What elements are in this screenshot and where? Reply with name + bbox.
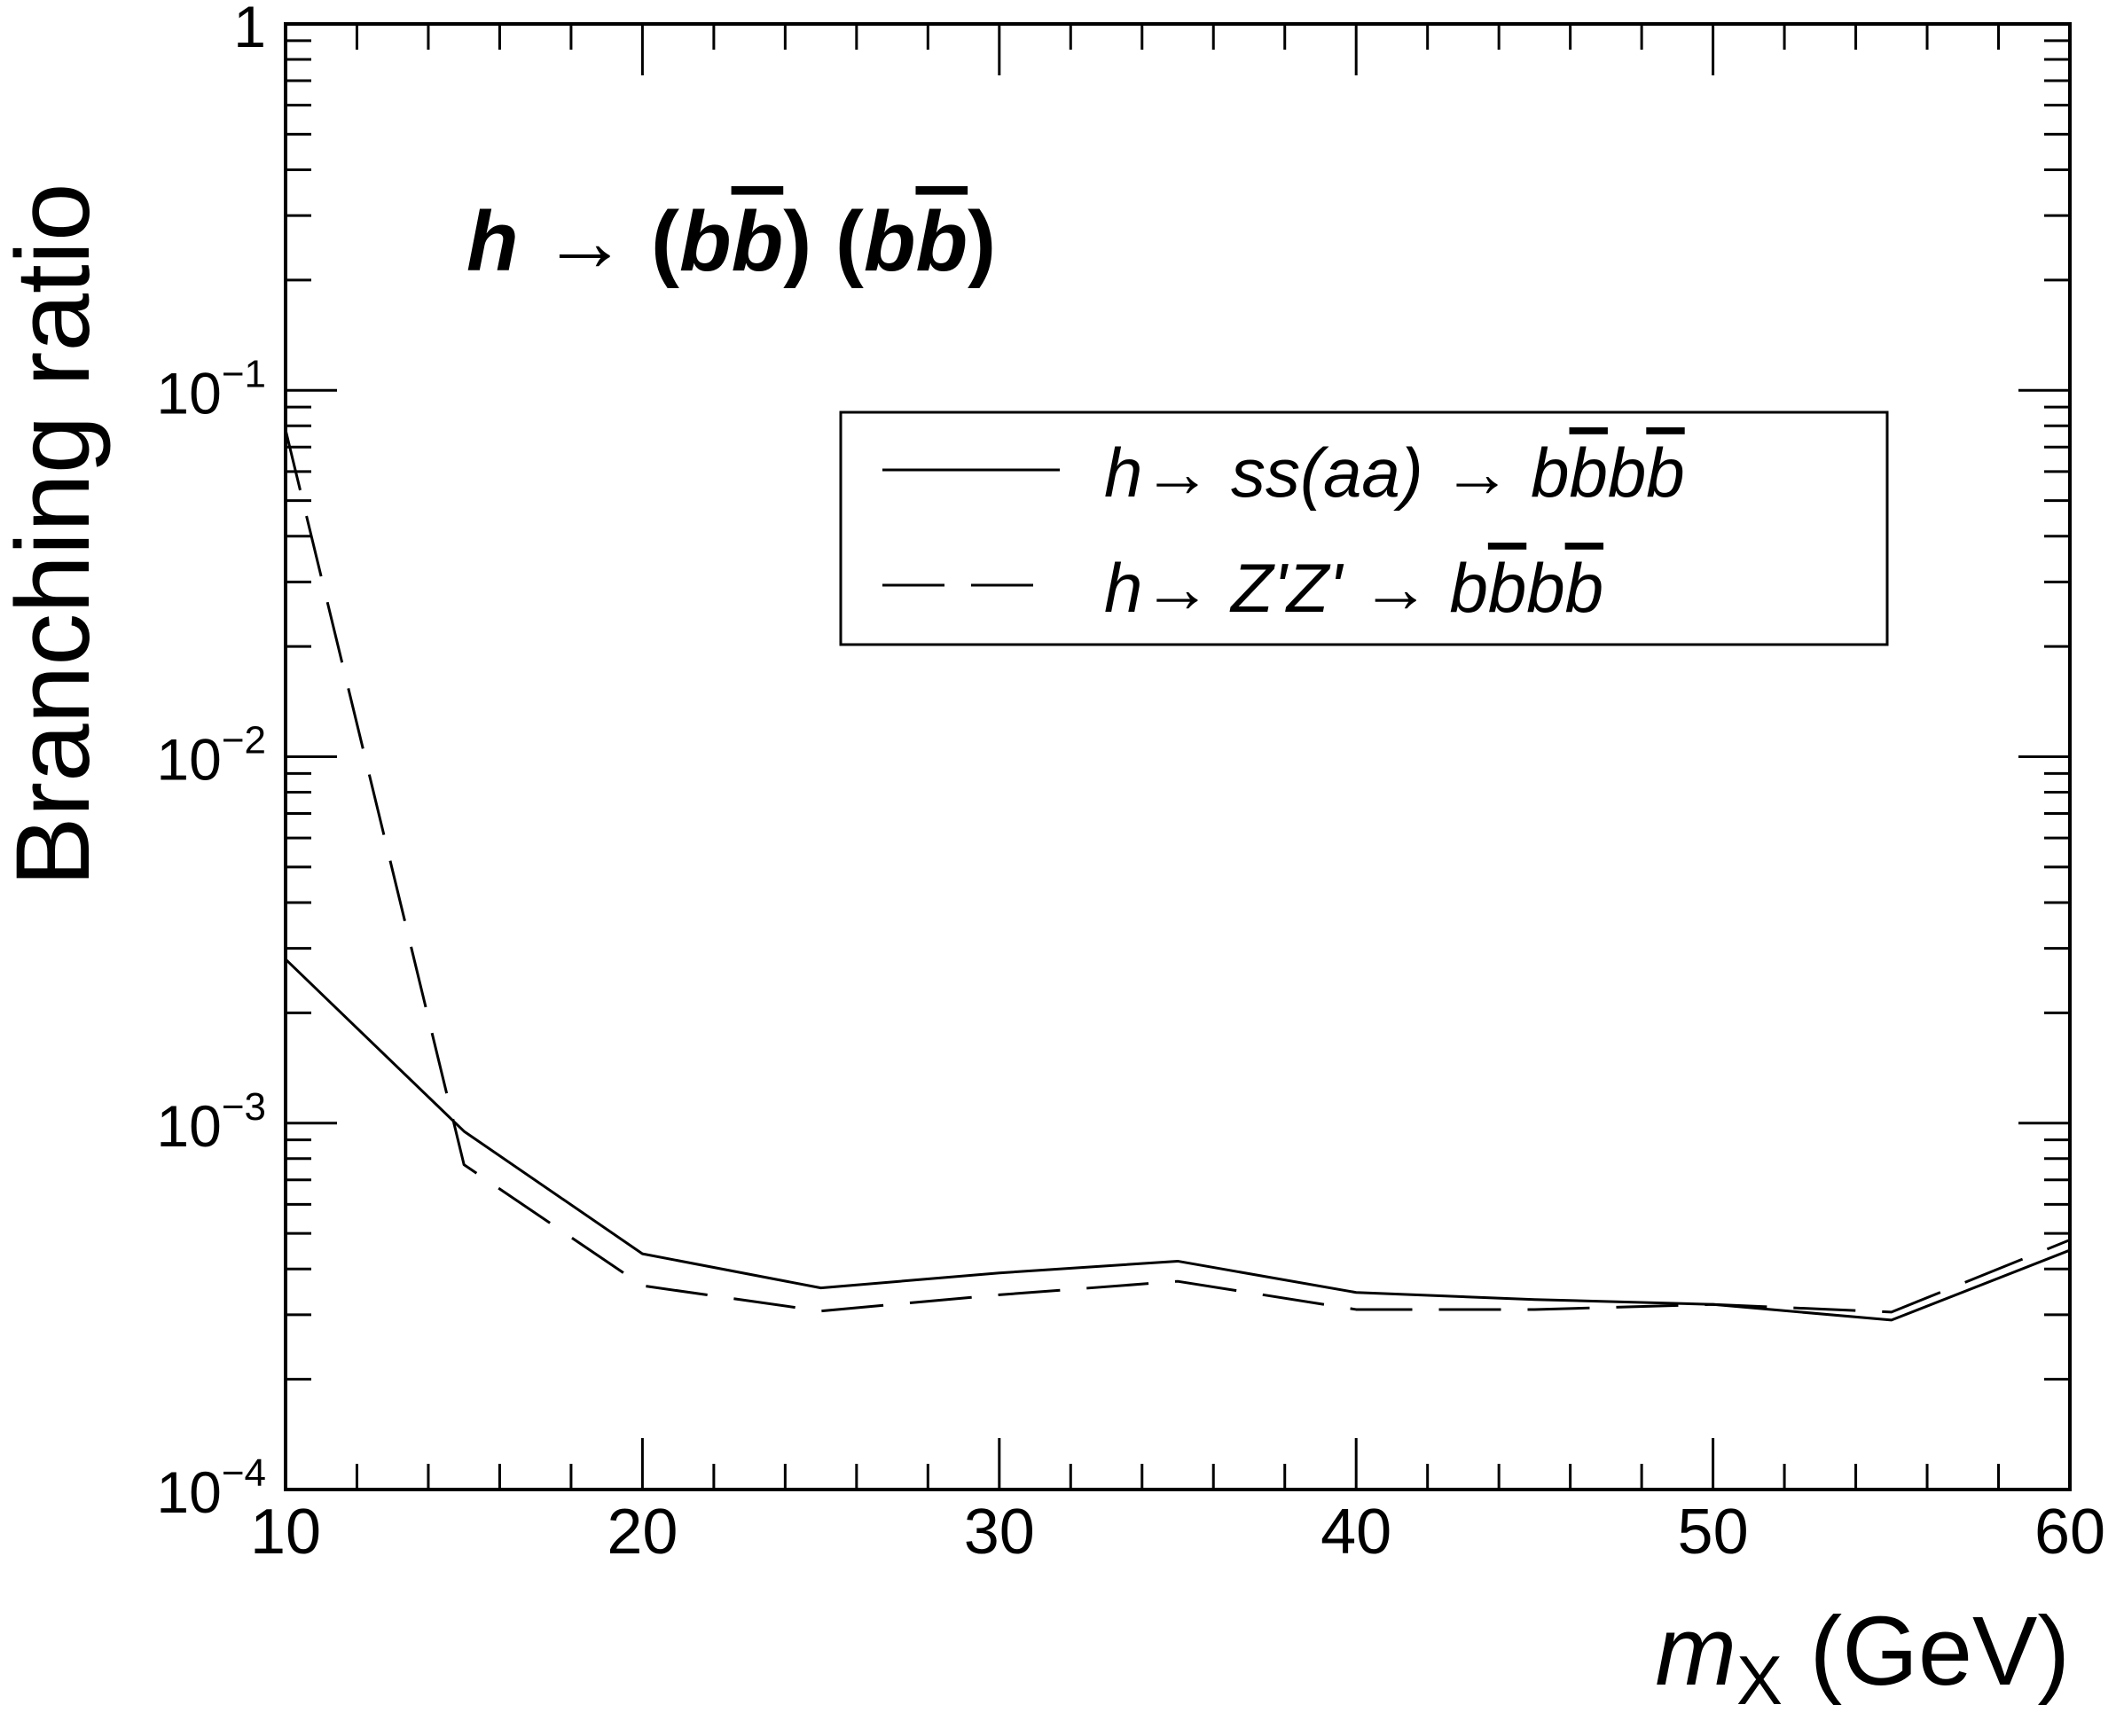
y-tick-label: 10−1: [156, 352, 266, 426]
title-part: b: [732, 194, 784, 289]
title-part: → (: [519, 194, 679, 289]
x-tick-label: 50: [1678, 1497, 1749, 1568]
y-tick-labels: 110−110−210−310−4: [156, 0, 266, 1525]
y-tick-exponent: −3: [222, 1085, 266, 1129]
x-label-sub: X: [1736, 1641, 1783, 1719]
y-tick-base: 10: [156, 1459, 221, 1525]
legend-text: b: [1565, 549, 1603, 627]
y-tick-label: 10−2: [156, 719, 266, 793]
y-tick-base: 10: [156, 1093, 221, 1159]
title-part: h: [466, 194, 519, 289]
y-tick-exponent: −1: [222, 352, 266, 395]
title-part: ): [968, 194, 996, 289]
x-axis-label: mX (GeV): [1655, 1597, 2070, 1719]
series-line-ss-aa: [284, 958, 2071, 1322]
chart-title: h → (bb) (bb): [466, 194, 996, 289]
x-tick-label: 30: [964, 1497, 1035, 1568]
x-tick-label: 20: [607, 1497, 678, 1568]
y-tick-base: 10: [156, 727, 221, 793]
series-lines: [284, 429, 2071, 1322]
title-part: b: [864, 194, 916, 289]
series-line-zprime: [284, 429, 2071, 1314]
y-tick-label: 10−3: [156, 1085, 266, 1159]
legend-text: ) →: [1393, 434, 1531, 512]
axis-ticks: [284, 22, 2072, 1491]
title-part: b: [915, 194, 968, 289]
legend-entry-ss: h→ ss(aa) → bbbb: [1104, 434, 1685, 512]
legend-text: h→ Z'Z' →: [1104, 549, 1449, 627]
y-tick-base: 10: [156, 360, 221, 426]
legend-text: b: [1570, 434, 1608, 512]
legend-text: b: [1488, 549, 1526, 627]
x-label-var: m: [1655, 1597, 1736, 1706]
legend-entry-zz: h→ Z'Z' → bbbb: [1104, 549, 1603, 627]
legend-text: aa: [1323, 434, 1400, 512]
x-tick-label: 40: [1321, 1497, 1391, 1568]
title-part: ) (: [783, 194, 864, 289]
y-tick-exponent: −4: [222, 1451, 266, 1495]
x-label-unit: (GeV): [1783, 1597, 2070, 1706]
y-tick-base: 1: [233, 0, 266, 59]
legend-text: h→ ss(: [1104, 434, 1329, 512]
title-part: b: [679, 194, 732, 289]
legend: h→ ss(aa) → bbbb h→ Z'Z' → bbbb: [839, 411, 1889, 646]
x-tick-labels: 10 20 30 40 50 60: [250, 1497, 2105, 1568]
legend-text: b: [1526, 549, 1564, 627]
y-tick-label: 1: [233, 0, 266, 59]
y-tick-exponent: −2: [222, 719, 266, 762]
x-tick-label: 60: [2034, 1497, 2105, 1568]
y-axis-label: Branching ratio: [0, 183, 112, 887]
legend-text: b: [1608, 434, 1646, 512]
legend-text: b: [1646, 434, 1684, 512]
legend-text: b: [1531, 434, 1569, 512]
y-tick-label: 10−4: [156, 1451, 266, 1525]
legend-text: b: [1449, 549, 1487, 627]
legend-box: [839, 411, 1889, 646]
x-tick-label: 10: [250, 1497, 321, 1568]
